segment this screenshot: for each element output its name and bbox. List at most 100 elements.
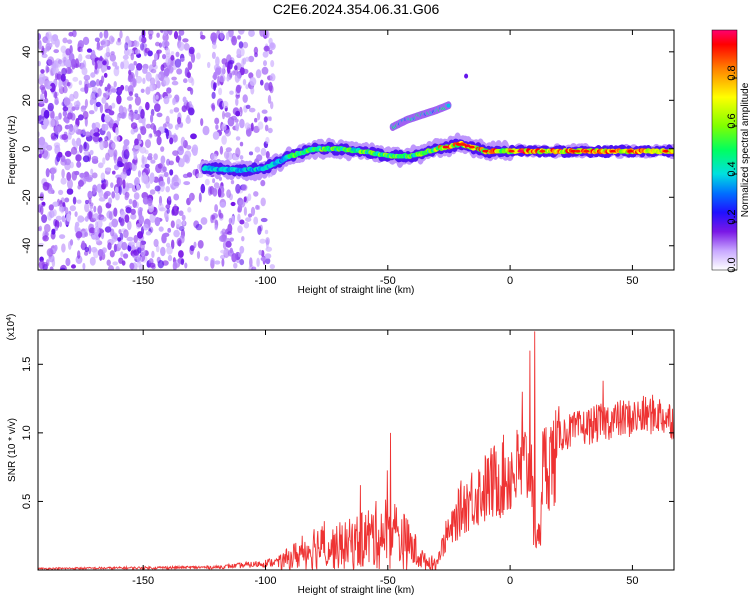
noise-speckle (204, 256, 209, 262)
noise-speckle (107, 83, 111, 93)
noise-speckle (104, 114, 111, 123)
noise-speckle (235, 183, 241, 194)
noise-speckle (115, 266, 120, 270)
noise-speckle (142, 174, 149, 185)
noise-speckle (79, 172, 86, 178)
noise-speckle (38, 153, 42, 159)
noise-speckle (57, 151, 63, 158)
noise-speckle (250, 206, 256, 216)
noise-speckle (156, 112, 163, 118)
noise-speckle (165, 47, 171, 56)
noise-speckle (192, 146, 198, 156)
noise-speckle (204, 178, 210, 186)
noise-speckle (226, 64, 231, 75)
noise-speckle (41, 214, 48, 224)
noise-speckle (55, 215, 63, 221)
noise-speckle (75, 154, 82, 162)
noise-speckle (183, 181, 191, 186)
noise-speckle (267, 94, 272, 104)
noise-speckle (247, 213, 253, 218)
snr-x-tick-label: 0 (507, 575, 513, 587)
noise-speckle (44, 223, 51, 233)
noise-speckle (167, 254, 173, 262)
noise-speckle (112, 261, 118, 266)
noise-speckle (130, 213, 137, 220)
noise-speckle (130, 208, 136, 215)
noise-speckle (46, 31, 52, 40)
noise-speckle (133, 152, 137, 161)
noise-speckle (178, 158, 185, 168)
noise-speckle (65, 207, 69, 216)
noise-speckle (173, 134, 179, 143)
colorbar-tick-label: 0.0 (726, 257, 738, 272)
noise-speckle (69, 205, 77, 212)
noise-speckle (263, 45, 270, 52)
noise-speckle (170, 54, 175, 61)
noise-speckle (103, 92, 107, 98)
noise-speckle (239, 47, 245, 57)
noise-speckle (72, 196, 77, 205)
noise-speckle (61, 168, 65, 179)
noise-speckle (100, 172, 106, 181)
noise-speckle (181, 214, 186, 221)
snr-y-ticks: 0.5 1.0 1.5 (21, 357, 674, 509)
noise-speckle (65, 257, 71, 267)
noise-speckle (183, 43, 190, 51)
noise-speckle (110, 88, 118, 93)
noise-speckle (224, 129, 231, 137)
noise-speckle (61, 134, 69, 140)
colorbar-ticks: 0.0 0.2 0.4 0.6 0.8 (726, 65, 738, 272)
noise-speckle (104, 86, 108, 92)
noise-speckle (102, 60, 107, 66)
noise-speckle (50, 166, 58, 174)
noise-speckle (128, 91, 133, 97)
noise-speckle (244, 56, 250, 62)
noise-speckle (126, 236, 134, 242)
noise-speckle (237, 35, 241, 40)
noise-speckle (211, 91, 216, 99)
noise-speckle (73, 91, 79, 99)
noise-speckle (174, 58, 182, 68)
noise-speckle (219, 68, 226, 76)
noise-speckle (166, 207, 170, 214)
spectrogram-x-tick-label: -50 (380, 275, 396, 287)
noise-speckle (160, 246, 166, 257)
noise-speckle (62, 106, 69, 112)
noise-speckle (96, 219, 103, 229)
noise-speckle (219, 145, 224, 155)
noise-speckle (182, 96, 187, 103)
noise-speckle (145, 86, 151, 95)
noise-speckle (133, 113, 139, 119)
noise-speckle (42, 181, 50, 191)
noise-speckle (255, 69, 262, 79)
noise-speckle (157, 73, 161, 79)
noise-speckle (225, 31, 230, 41)
noise-speckle (149, 213, 156, 223)
noise-speckle (95, 78, 100, 87)
noise-speckle (151, 250, 155, 258)
noise-speckle (169, 183, 174, 188)
noise-speckle (239, 155, 244, 160)
noise-speckle (238, 30, 245, 35)
ridge-peak (455, 143, 462, 146)
noise-speckle (107, 265, 115, 270)
noise-speckle (84, 131, 91, 137)
noise-speckle (188, 101, 192, 108)
noise-speckle (212, 188, 218, 197)
noise-speckle (265, 151, 270, 159)
noise-speckle (53, 201, 59, 207)
snr-y-axis-label: SNR (10 * v/v) (7, 418, 18, 482)
noise-speckle (260, 217, 268, 223)
noise-speckle (163, 128, 169, 134)
noise-speckle (237, 71, 242, 82)
noise-speckle (235, 97, 239, 106)
noise-speckle (142, 223, 149, 231)
noise-speckle (234, 65, 238, 71)
noise-speckle (136, 223, 141, 230)
noise-speckle (101, 65, 108, 72)
noise-speckle (110, 36, 115, 43)
noise-speckle (260, 197, 266, 207)
noise-speckle (107, 147, 115, 158)
noise-speckle (62, 37, 68, 44)
noise-speckle (229, 90, 234, 95)
